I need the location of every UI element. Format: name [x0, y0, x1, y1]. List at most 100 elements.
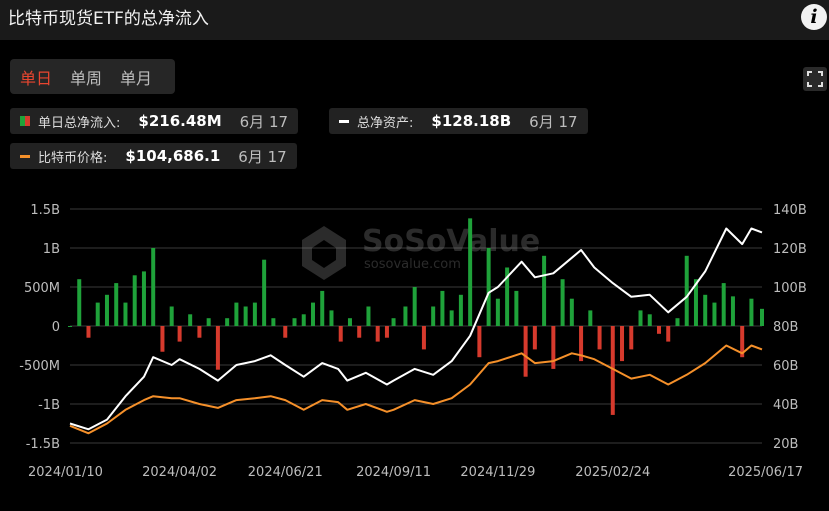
daily-inflow-stat: 单日总净流入: $216.48M 6月 17	[10, 108, 299, 134]
inflow-bar	[749, 298, 754, 326]
inflow-bar	[68, 326, 72, 327]
inflow-bar	[693, 279, 698, 326]
inflow-bar	[569, 298, 574, 326]
inflow-bar	[252, 302, 257, 326]
x-axis-tick: 2024/09/11	[356, 465, 431, 480]
outflow-bar	[666, 326, 671, 342]
inflow-bar	[104, 294, 109, 326]
outflow-bar	[338, 326, 343, 342]
inflow-bar	[141, 271, 146, 326]
right-axis-tick: 100B	[773, 281, 807, 296]
right-axis-tick: 140B	[773, 203, 807, 218]
outflow-bar	[620, 326, 625, 362]
right-axis-tick: 120B	[773, 242, 807, 257]
inflow-bar	[412, 287, 417, 326]
outflow-bar	[283, 326, 288, 338]
etf-flow-chart: 1.5B 140B 1B 120B 500M 100B 0 80B -500M 60B -1B 40B…	[19, 203, 807, 480]
outflow-bar	[579, 326, 584, 362]
page-title: 比特币现货ETF的总净流入	[8, 9, 209, 29]
right-axis-tick: 80B	[773, 320, 798, 335]
inflow-bar	[329, 310, 334, 326]
inflow-bar	[262, 259, 267, 326]
right-axis-tick: 60B	[773, 359, 798, 374]
inflow-bar	[458, 294, 463, 326]
inflow-bar	[468, 218, 473, 326]
outflow-bar	[610, 326, 615, 415]
inflow-bar	[225, 318, 230, 326]
outflow-bar	[86, 326, 91, 338]
outflow-bar	[357, 326, 362, 338]
inflow-bar	[675, 318, 680, 326]
period-tabs: 单日 单周 单月	[10, 59, 175, 94]
net-assets-label: 总净资产:	[357, 115, 414, 131]
left-axis-tick: -1.5B	[26, 437, 60, 452]
inflow-bar	[77, 279, 82, 326]
daily-inflow-label: 单日总净流入:	[38, 115, 121, 131]
inflow-bar	[188, 314, 193, 326]
fullscreen-icon[interactable]	[803, 67, 827, 91]
x-axis-tick: 2025/06/17	[728, 465, 803, 480]
inflow-bar	[760, 308, 764, 326]
inflow-bar	[320, 290, 325, 326]
inflow-bar	[486, 248, 491, 326]
outflow-bar	[597, 326, 602, 350]
info-icon[interactable]: i	[801, 4, 827, 30]
x-axis-tick: 2025/02/24	[575, 465, 650, 480]
btc-price-value: $104,686.1	[125, 147, 221, 165]
inflow-bar	[440, 290, 445, 326]
inflow-bar	[271, 318, 276, 326]
tab-daily[interactable]: 单日	[20, 68, 53, 88]
inflow-bar	[684, 255, 689, 326]
inflow-bar	[588, 310, 593, 326]
outflow-bar	[656, 326, 661, 334]
watermark-brand: SoSoValue	[362, 224, 540, 259]
inflow-bar	[403, 306, 408, 326]
left-axis-tick: -1B	[38, 398, 60, 413]
outflow-bar	[384, 326, 389, 338]
inflow-bar	[132, 275, 137, 326]
inflow-bar	[638, 310, 643, 326]
outflow-bar	[177, 326, 182, 342]
left-axis-tick: -500M	[19, 359, 60, 374]
inflow-bar	[431, 306, 436, 326]
inflow-bar	[560, 279, 565, 326]
daily-inflow-date: 6月 17	[239, 112, 289, 131]
btc-price-label: 比特币价格:	[38, 150, 108, 166]
inflow-swatch	[20, 116, 30, 126]
inflow-bar	[151, 248, 156, 326]
outflow-bar	[477, 326, 482, 358]
x-axis-tick: 2024/06/21	[248, 465, 323, 480]
left-axis-tick: 1.5B	[30, 203, 60, 218]
x-axis-tick: 2024/01/10	[28, 465, 103, 480]
inflow-bar	[114, 283, 119, 326]
inflow-bar	[206, 318, 211, 326]
tab-monthly[interactable]: 单月	[120, 68, 153, 88]
btc-price-line	[69, 344, 763, 435]
inflow-bar	[123, 302, 128, 326]
inflow-bar	[542, 255, 547, 326]
right-axis-tick: 20B	[773, 437, 798, 452]
inflow-bar	[449, 310, 454, 326]
inflow-bar	[505, 267, 510, 326]
price-swatch	[20, 154, 30, 158]
inflow-bar	[310, 302, 315, 326]
outflow-bar	[375, 326, 380, 342]
net-assets-line	[69, 227, 763, 431]
outflow-bar	[629, 326, 634, 350]
inflow-bar	[703, 294, 708, 326]
inflow-bar	[234, 302, 239, 326]
left-axis-tick: 0	[52, 320, 60, 335]
inflow-bar	[721, 283, 726, 326]
btc-price-date: 6月 17	[238, 147, 287, 166]
tab-weekly[interactable]: 单周	[70, 68, 103, 88]
inflow-bar	[495, 298, 500, 326]
outflow-bar	[215, 326, 220, 370]
x-axis-tick: 2024/11/29	[460, 465, 535, 480]
inflow-bar	[95, 302, 100, 326]
daily-inflow-value: $216.48M	[138, 112, 222, 130]
right-axis-tick: 40B	[773, 398, 798, 413]
inflow-bar	[366, 306, 371, 326]
left-axis-tick: 1B	[43, 242, 60, 257]
net-assets-value: $128.18B	[431, 112, 512, 130]
